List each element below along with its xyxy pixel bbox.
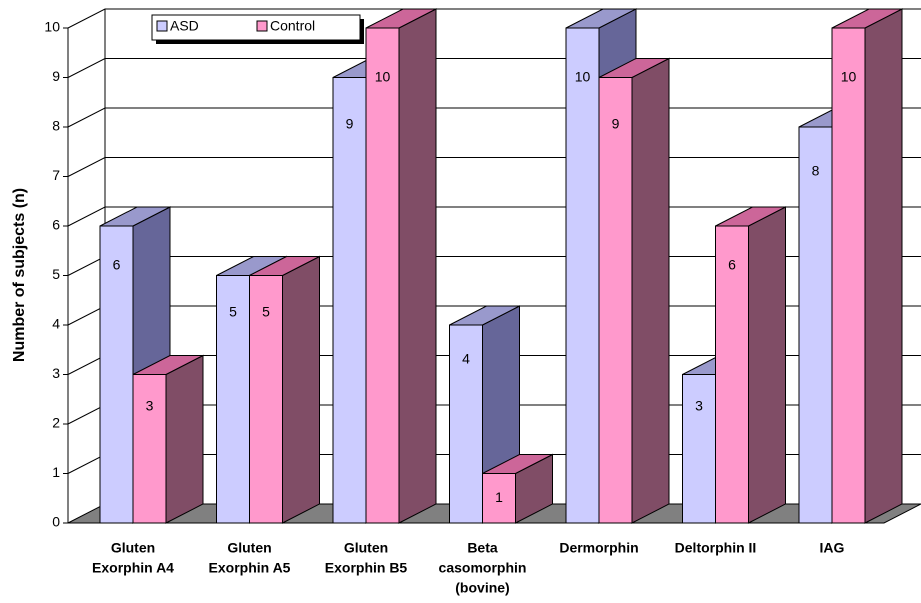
data-label: 4: [462, 351, 470, 367]
bar: [332, 77, 367, 524]
x-tick-label: Deltorphin II: [675, 540, 757, 556]
x-tick-label: casomorphin: [439, 560, 527, 576]
grid-line: [67, 206, 921, 227]
y-tick-label: 5: [52, 266, 60, 282]
legend-label: ASD: [170, 18, 199, 34]
bar: [798, 126, 833, 524]
y-tick-label: 7: [52, 167, 60, 183]
bar: [831, 27, 866, 524]
data-label: 10: [575, 68, 591, 84]
data-label: 5: [262, 304, 270, 320]
bar-side: [748, 206, 786, 524]
grid-line: [67, 157, 921, 177]
legend: ASD Control: [151, 14, 364, 44]
bar: [449, 324, 483, 524]
y-tick-label: 3: [52, 365, 60, 381]
data-label: 10: [375, 68, 391, 84]
x-tick-label: Dermorphin: [559, 540, 638, 556]
y-tick-label: 0: [52, 514, 60, 530]
y-tick-label: 4: [52, 316, 60, 332]
y-tick-label: 10: [44, 19, 60, 35]
y-axis-label: Number of subjects (n): [11, 188, 28, 362]
y-tick-label: 1: [52, 464, 60, 480]
bar: [249, 275, 283, 524]
x-tick-label: IAG: [820, 540, 845, 556]
y-tick-label: 8: [52, 118, 60, 134]
bar: [682, 374, 716, 524]
x-tick-label: Beta: [467, 540, 498, 556]
bar: [482, 473, 516, 524]
bar: [216, 275, 250, 524]
y-tick-label: 2: [52, 415, 60, 431]
bar: [365, 27, 400, 524]
legend-box: [151, 14, 361, 41]
bar-side: [864, 8, 903, 524]
grid-line: [67, 58, 921, 78]
bar: [598, 77, 633, 524]
legend-label: Control: [270, 18, 315, 34]
x-tick-label: Gluten: [227, 540, 271, 556]
grid-line: [67, 107, 921, 128]
bar: [99, 225, 134, 524]
bar: [132, 374, 167, 524]
grid-line: [67, 256, 921, 276]
bar-side: [631, 57, 670, 524]
data-label: 8: [812, 163, 820, 179]
x-tick-label: (bovine): [455, 580, 509, 596]
y-tick-label: 6: [52, 217, 60, 233]
x-tick-label: Exorphin A4: [92, 560, 174, 576]
bar: [565, 27, 600, 524]
data-label: 6: [113, 257, 121, 273]
data-label: 3: [695, 398, 703, 414]
data-label: 9: [612, 115, 620, 131]
y-tick-label: 9: [52, 68, 60, 84]
data-label: 3: [146, 398, 154, 414]
data-label: 5: [229, 304, 237, 320]
legend-swatch: [156, 20, 168, 32]
x-tick-label: Gluten: [344, 540, 388, 556]
x-tick-label: Exorphin B5: [325, 560, 408, 576]
data-label: 1: [495, 489, 503, 505]
bar-side: [165, 354, 204, 524]
legend-swatch: [256, 20, 268, 32]
x-tick-label: Gluten: [111, 540, 155, 556]
data-label: 10: [841, 68, 857, 84]
bar-side: [282, 255, 320, 524]
bar-side: [398, 8, 437, 524]
x-tick-label: Exorphin A5: [209, 560, 291, 576]
data-label: 6: [728, 257, 736, 273]
data-label: 9: [346, 115, 354, 131]
bar: [715, 225, 749, 524]
